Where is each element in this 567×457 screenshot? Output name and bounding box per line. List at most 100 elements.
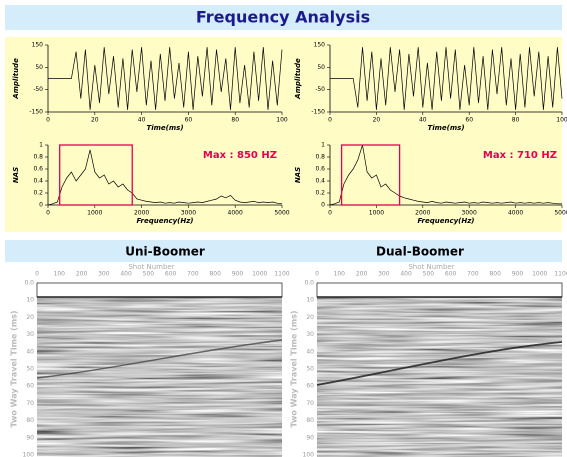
seismic-section: Shot Number 0 100 200 300 400 500 600 700 800 900 1… bbox=[10, 263, 290, 457]
x-tick-label: 100 bbox=[556, 117, 567, 124]
section-x-tick: 300 bbox=[98, 271, 110, 278]
section-x-tick: 700 bbox=[187, 271, 199, 278]
y-tick-label: 0.6 bbox=[33, 166, 43, 173]
y-tick-label: 50 bbox=[35, 64, 43, 71]
y-tick-label: 0.4 bbox=[33, 178, 43, 185]
y-tick-label: 50 bbox=[317, 64, 325, 71]
signal-line bbox=[329, 144, 562, 206]
annotation: Max : 850 HZ bbox=[203, 150, 277, 161]
x-tick-label: 3000 bbox=[462, 210, 477, 217]
signal-line bbox=[48, 47, 283, 110]
seismic-section: Shot Number 0 100 200 300 400 500 600 700 800 900 1… bbox=[290, 263, 567, 457]
y-tick-label: 0.2 bbox=[315, 190, 325, 197]
section-y-label: Two Way Travel Time (ms) bbox=[290, 310, 299, 427]
y-tick-label: 1 bbox=[321, 142, 325, 149]
section-title: Uni-Boomer bbox=[125, 245, 205, 259]
section-y-label: Two Way Travel Time (ms) bbox=[10, 310, 19, 427]
x-axis-label: Time(ms) bbox=[427, 124, 464, 132]
section-y-tick: 0.0 bbox=[24, 280, 34, 287]
x-axis-label: Time(ms) bbox=[146, 124, 183, 132]
section-x-label: Shot Number bbox=[128, 263, 174, 271]
section-y-tick: 70 bbox=[26, 400, 34, 407]
section-banner bbox=[5, 240, 562, 262]
section-y-tick: 30 bbox=[306, 331, 314, 338]
section-title: Dual-Boomer bbox=[376, 245, 464, 259]
section-x-tick: 0 bbox=[315, 271, 319, 278]
x-tick-label: 40 bbox=[138, 117, 146, 124]
highlight-box bbox=[340, 144, 401, 206]
section-y-tick: 90 bbox=[306, 434, 314, 441]
y-tick-label: 0.2 bbox=[33, 190, 43, 197]
section-x-tick: 600 bbox=[165, 271, 177, 278]
section-y-tick: 90 bbox=[26, 434, 34, 441]
annotation: Max : 710 HZ bbox=[483, 150, 557, 161]
section-x-tick: 1000 bbox=[252, 271, 267, 278]
y-tick-label: 150 bbox=[32, 42, 44, 49]
section-x-tick: 800 bbox=[209, 271, 221, 278]
x-axis-label: Frequency(Hz) bbox=[137, 217, 194, 225]
x-tick-label: 80 bbox=[512, 117, 520, 124]
section-x-tick: 1100 bbox=[274, 271, 289, 278]
section-x-tick: 300 bbox=[378, 271, 390, 278]
section-y-tick: 70 bbox=[306, 400, 314, 407]
section-y-tick: 40 bbox=[26, 348, 34, 355]
x-tick-label: 5000 bbox=[274, 210, 289, 217]
y-tick-label: 0 bbox=[39, 202, 43, 209]
y-tick-label: 0 bbox=[321, 202, 325, 209]
section-y-tick: 100 bbox=[303, 452, 315, 457]
section-x-tick: 400 bbox=[400, 271, 412, 278]
x-tick-label: 4000 bbox=[228, 210, 243, 217]
section-x-tick: 200 bbox=[76, 271, 88, 278]
y-tick-label: 150 bbox=[314, 42, 326, 49]
section-x-tick: 600 bbox=[445, 271, 457, 278]
seismic-image bbox=[317, 283, 562, 457]
y-tick-label: -150 bbox=[29, 109, 43, 116]
section-y-tick: 10 bbox=[306, 297, 314, 304]
x-tick-label: 2000 bbox=[415, 210, 430, 217]
y-axis-label: Amplitude bbox=[12, 58, 20, 100]
x-tick-label: 1000 bbox=[87, 210, 102, 217]
section-x-tick: 700 bbox=[467, 271, 479, 278]
x-tick-label: 60 bbox=[465, 117, 473, 124]
x-tick-label: 60 bbox=[185, 117, 193, 124]
x-tick-label: 20 bbox=[91, 117, 99, 124]
signal-line bbox=[330, 47, 563, 110]
analysis-panel bbox=[5, 37, 562, 232]
section-x-tick: 1100 bbox=[554, 271, 567, 278]
x-tick-label: 0 bbox=[46, 210, 50, 217]
x-tick-label: 80 bbox=[231, 117, 239, 124]
section-y-tick: 60 bbox=[306, 383, 314, 390]
section-x-tick: 800 bbox=[489, 271, 501, 278]
section-y-tick: 50 bbox=[306, 366, 314, 373]
y-tick-label: 0.8 bbox=[33, 154, 43, 161]
section-y-tick: 40 bbox=[306, 348, 314, 355]
highlight-box bbox=[59, 144, 133, 206]
x-tick-label: 3000 bbox=[181, 210, 196, 217]
section-x-tick: 500 bbox=[423, 271, 435, 278]
section-x-tick: 900 bbox=[512, 271, 524, 278]
title-banner bbox=[5, 5, 562, 30]
x-tick-label: 0 bbox=[328, 117, 332, 124]
section-y-tick: 80 bbox=[26, 417, 34, 424]
y-tick-label: 0.8 bbox=[315, 154, 325, 161]
x-tick-label: 0 bbox=[328, 210, 332, 217]
section-y-tick: 10 bbox=[26, 297, 34, 304]
signal-line bbox=[47, 149, 283, 206]
section-x-tick: 500 bbox=[143, 271, 155, 278]
section-y-tick: 80 bbox=[306, 417, 314, 424]
y-tick-label: 1 bbox=[39, 142, 43, 149]
seismic-image bbox=[37, 283, 282, 457]
x-tick-label: 4000 bbox=[508, 210, 523, 217]
water-column bbox=[316, 282, 563, 298]
section-x-tick: 200 bbox=[356, 271, 368, 278]
section-y-tick: 20 bbox=[26, 314, 34, 321]
section-y-tick: 50 bbox=[26, 366, 34, 373]
x-tick-label: 2000 bbox=[134, 210, 149, 217]
x-tick-label: 1000 bbox=[369, 210, 384, 217]
y-tick-label: 0.6 bbox=[315, 166, 325, 173]
x-axis-label: Frequency(Hz) bbox=[418, 217, 475, 225]
reflector bbox=[316, 341, 563, 386]
section-y-tick: 60 bbox=[26, 383, 34, 390]
y-tick-label: 0.4 bbox=[315, 178, 325, 185]
